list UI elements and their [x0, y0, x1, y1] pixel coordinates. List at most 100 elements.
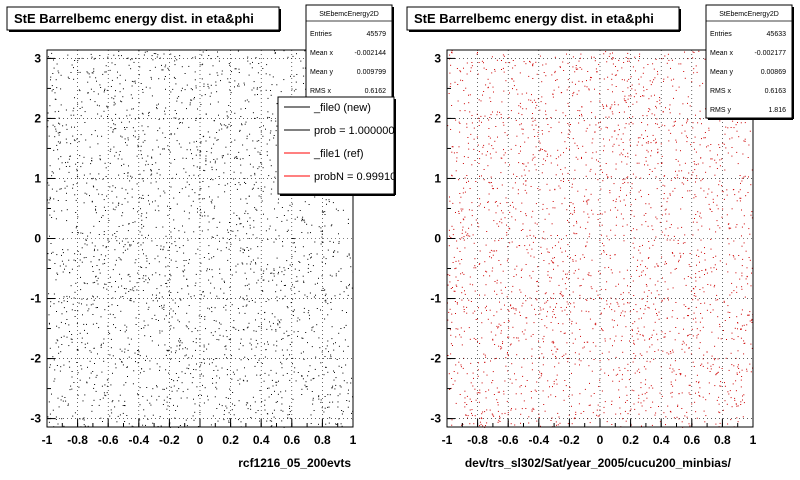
- data-point: [51, 175, 53, 177]
- data-point: [670, 364, 672, 366]
- data-point: [302, 378, 304, 380]
- data-point: [225, 309, 227, 311]
- data-point: [737, 405, 739, 407]
- data-point: [689, 266, 691, 267]
- data-point: [186, 326, 188, 328]
- data-point: [700, 251, 702, 253]
- data-point: [510, 305, 512, 307]
- data-point: [471, 164, 473, 166]
- data-point: [489, 251, 491, 253]
- data-point: [469, 276, 471, 278]
- data-point: [162, 132, 164, 134]
- data-point: [73, 259, 75, 261]
- data-point: [248, 249, 250, 251]
- data-point: [159, 127, 161, 129]
- data-point: [744, 342, 746, 344]
- data-point: [240, 421, 242, 423]
- data-point: [225, 146, 227, 148]
- data-point: [737, 322, 739, 324]
- data-point: [466, 395, 468, 397]
- data-point: [541, 172, 543, 174]
- data-point: [275, 381, 277, 383]
- data-point: [202, 384, 203, 386]
- data-point: [62, 238, 64, 240]
- data-point: [214, 331, 216, 333]
- data-point: [349, 283, 350, 285]
- data-point: [122, 252, 124, 254]
- data-point: [745, 250, 747, 252]
- data-point: [589, 350, 591, 352]
- data-point: [626, 163, 628, 165]
- data-point: [174, 417, 176, 419]
- data-point: [271, 420, 273, 422]
- data-point: [490, 322, 492, 324]
- data-point: [320, 243, 322, 245]
- data-point: [337, 251, 339, 253]
- data-point: [470, 67, 472, 69]
- data-point: [178, 96, 180, 98]
- data-point: [526, 380, 528, 381]
- data-point: [77, 103, 79, 105]
- data-point: [166, 282, 168, 284]
- data-point: [648, 108, 650, 109]
- data-point: [254, 207, 256, 209]
- data-point: [162, 69, 164, 71]
- data-point: [606, 303, 608, 305]
- data-point: [647, 141, 649, 143]
- data-point: [112, 129, 114, 131]
- data-point: [141, 197, 143, 199]
- data-point: [663, 336, 665, 338]
- data-point: [61, 313, 63, 315]
- data-point: [472, 372, 474, 374]
- data-point: [564, 309, 566, 311]
- data-point: [254, 94, 256, 96]
- data-point: [592, 138, 594, 140]
- data-point: [647, 225, 649, 227]
- data-point: [236, 369, 238, 371]
- data-point: [121, 187, 123, 189]
- data-point: [598, 415, 600, 417]
- data-point: [709, 228, 711, 230]
- data-point: [221, 405, 223, 407]
- data-point: [141, 219, 143, 221]
- data-point: [231, 409, 233, 411]
- data-point: [466, 181, 467, 183]
- data-point: [158, 320, 159, 321]
- data-point: [204, 387, 206, 389]
- data-point: [51, 393, 52, 395]
- data-point: [700, 303, 702, 304]
- data-point: [567, 133, 569, 135]
- data-point: [55, 98, 57, 100]
- data-point: [471, 62, 473, 63]
- data-point: [269, 139, 271, 141]
- data-point: [488, 181, 490, 183]
- data-point: [238, 312, 240, 314]
- data-point: [680, 208, 682, 210]
- data-point: [199, 151, 201, 153]
- data-point: [253, 87, 255, 89]
- data-point: [174, 241, 176, 243]
- data-point: [744, 296, 746, 298]
- data-point: [75, 212, 77, 213]
- data-point: [648, 290, 650, 291]
- data-point: [302, 246, 304, 248]
- data-point: [727, 152, 729, 154]
- data-point: [124, 331, 126, 333]
- data-point: [249, 342, 251, 344]
- data-point: [137, 350, 138, 351]
- data-point: [258, 140, 260, 142]
- data-point: [185, 171, 187, 173]
- data-point: [624, 181, 626, 183]
- data-point: [122, 88, 124, 90]
- data-point: [215, 320, 217, 322]
- data-point: [205, 164, 207, 166]
- data-point: [120, 259, 122, 261]
- data-point: [49, 105, 51, 107]
- data-point: [243, 82, 245, 84]
- data-point: [500, 264, 502, 266]
- data-point: [191, 189, 193, 191]
- data-point: [565, 385, 567, 387]
- data-point: [688, 172, 690, 174]
- data-point: [462, 80, 464, 82]
- data-point: [170, 325, 172, 327]
